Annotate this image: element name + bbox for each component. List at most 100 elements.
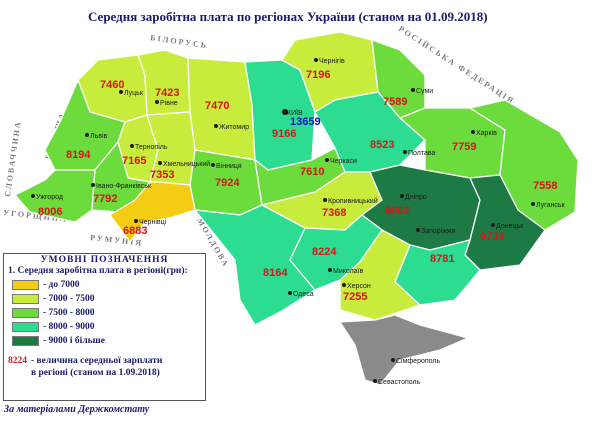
city-odesa: Одеса bbox=[293, 291, 314, 298]
value-zhytomyr: 7470 bbox=[205, 100, 229, 112]
value-zaporizhzhia: 8781 bbox=[430, 253, 454, 265]
cities: Луцьк Рівне Житомир КИЇВ Чернігів Суми Л… bbox=[31, 57, 565, 386]
city-dot bbox=[214, 124, 218, 128]
city-dot bbox=[416, 228, 420, 232]
region-crimea[interactable] bbox=[338, 314, 470, 386]
map-title: Середня заробітна плата по регіонах Укра… bbox=[88, 9, 488, 24]
region-odesa[interactable] bbox=[193, 204, 316, 326]
region-donetsk[interactable] bbox=[464, 174, 546, 271]
value-sumy: 7589 bbox=[383, 96, 407, 108]
legend-swatch bbox=[12, 307, 39, 318]
city-dot bbox=[85, 133, 89, 137]
city-dot bbox=[91, 183, 95, 187]
legend-item-label: - 7000 - 7500 bbox=[43, 293, 95, 304]
legend-note: 8224 - величина середньої зарплати в рег… bbox=[8, 355, 205, 379]
city-mykolaiv: Миколаїв bbox=[333, 268, 364, 275]
city-dot bbox=[328, 268, 332, 272]
city-dot bbox=[130, 144, 134, 148]
city-vinnytsia: Вінниця bbox=[216, 162, 242, 170]
value-poltava: 8523 bbox=[370, 139, 394, 151]
city-dot bbox=[211, 163, 215, 167]
value-luhansk: 7558 bbox=[533, 180, 557, 192]
legend-note-value: 8224 bbox=[8, 356, 27, 366]
value-volyn: 7460 bbox=[100, 79, 124, 91]
legend-item-label: - 8000 - 9000 bbox=[43, 321, 95, 332]
city-dot bbox=[373, 379, 377, 383]
legend-note-text: - величина середньої зарплати в регіоні … bbox=[31, 355, 162, 379]
region-kherson[interactable] bbox=[339, 229, 422, 321]
value-kyiv-city: 13659 bbox=[290, 116, 321, 128]
city-dot bbox=[158, 161, 162, 165]
value-kharkiv: 7759 bbox=[452, 141, 476, 153]
sea-label-black-2: МОРЕ bbox=[290, 341, 314, 348]
value-mykolaiv: 8224 bbox=[312, 246, 337, 258]
city-luhansk: Луганськ bbox=[536, 202, 565, 209]
city-dot bbox=[323, 198, 327, 202]
city-dot bbox=[391, 358, 395, 362]
city-dot bbox=[342, 283, 346, 287]
city-poltava: Полтава bbox=[408, 150, 436, 157]
city-zaporizhzhia: Запоріжжя bbox=[421, 227, 456, 235]
legend-note-line2: в регіоні (станом на 1.09.2018) bbox=[31, 368, 160, 378]
city-simferopol: Сімферополь bbox=[396, 357, 440, 365]
city-zhytomyr: Житомир bbox=[219, 124, 249, 131]
legend-item-label: - до 7000 bbox=[43, 279, 80, 290]
legend-swatch bbox=[12, 321, 39, 332]
city-dot bbox=[31, 194, 35, 198]
legend-heading: УМОВНІ ПОЗНАЧЕННЯ bbox=[40, 255, 169, 265]
city-dot bbox=[403, 150, 407, 154]
city-dot bbox=[411, 88, 415, 92]
city-dot bbox=[134, 219, 138, 223]
city-dot bbox=[325, 158, 329, 162]
salary-values: 7460 7423 7470 9166 13659 7196 7589 8194… bbox=[38, 69, 557, 303]
value-lviv: 8194 bbox=[66, 149, 91, 161]
legend-item-under-7000: - до 7000 bbox=[12, 279, 205, 290]
value-vinnytsia: 7924 bbox=[215, 177, 240, 189]
city-uzhhorod: Ужгород bbox=[36, 194, 63, 201]
city-rivne: Рівне bbox=[160, 99, 178, 107]
neighbor-slovakia: СЛОВАЧЧИНА bbox=[3, 120, 23, 198]
value-dnipro: 9062 bbox=[385, 205, 409, 217]
city-dot bbox=[119, 90, 123, 94]
value-kirovohrad: 7368 bbox=[322, 207, 346, 219]
region-chernivtsi[interactable] bbox=[109, 181, 196, 244]
legend-subtitle: 1. Середня заробітна плата в регіоні(грн… bbox=[8, 266, 188, 276]
legend-swatch bbox=[12, 293, 39, 304]
city-kropyvnytskyi: Кропивницький bbox=[328, 197, 378, 205]
sea-label-black-1: ЧОРНЕ bbox=[290, 328, 318, 335]
city-chernihiv: Чернігів bbox=[319, 57, 345, 65]
city-sevastopol: Севастополь bbox=[378, 379, 421, 386]
regions bbox=[13, 31, 579, 386]
city-dot bbox=[155, 100, 159, 104]
city-dot bbox=[282, 109, 288, 115]
city-donetsk: Донецьк bbox=[496, 223, 524, 230]
legend-swatch bbox=[12, 335, 39, 346]
region-luhansk[interactable] bbox=[468, 99, 579, 231]
value-kyiv-oblast: 9166 bbox=[272, 128, 296, 140]
value-ivano-frankivsk: 7792 bbox=[93, 193, 117, 205]
legend-item-label: - 9000 і більше bbox=[43, 335, 105, 346]
value-donetsk: 9739 bbox=[480, 231, 504, 243]
city-kyiv: КИЇВ bbox=[287, 109, 303, 117]
legend: УМОВНІ ПОЗНАЧЕННЯ 1. Середня заробітна п… bbox=[3, 253, 206, 401]
city-kherson: Херсон bbox=[347, 283, 371, 290]
value-khmelnytskyi: 7353 bbox=[150, 169, 174, 181]
city-khmelnytskyi: Хмельницький bbox=[163, 160, 210, 168]
city-sumy: Суми bbox=[416, 88, 433, 95]
city-dot bbox=[288, 291, 292, 295]
sea-label-azov-2: МОРЕ bbox=[465, 318, 489, 325]
city-dot bbox=[400, 194, 404, 198]
value-zakarpattia: 8006 bbox=[38, 206, 62, 218]
city-ivano-frankivsk: Івано-Франківськ bbox=[96, 182, 152, 190]
legend-item-7000-7500: - 7000 - 7500 bbox=[12, 293, 205, 304]
city-cherkasy: Черкаси bbox=[330, 158, 357, 165]
city-lviv: Львів bbox=[90, 132, 108, 140]
value-kherson: 7255 bbox=[343, 291, 367, 303]
legend-item-7500-8000: - 7500 - 8000 bbox=[12, 307, 205, 318]
city-dnipro: Дніпро bbox=[405, 193, 427, 201]
legend-item-8000-9000: - 8000 - 9000 bbox=[12, 321, 205, 332]
sea-label-azov-1: АЗОВСЬКЕ bbox=[450, 299, 493, 306]
city-chernivtsi: Чернівці bbox=[139, 218, 167, 226]
